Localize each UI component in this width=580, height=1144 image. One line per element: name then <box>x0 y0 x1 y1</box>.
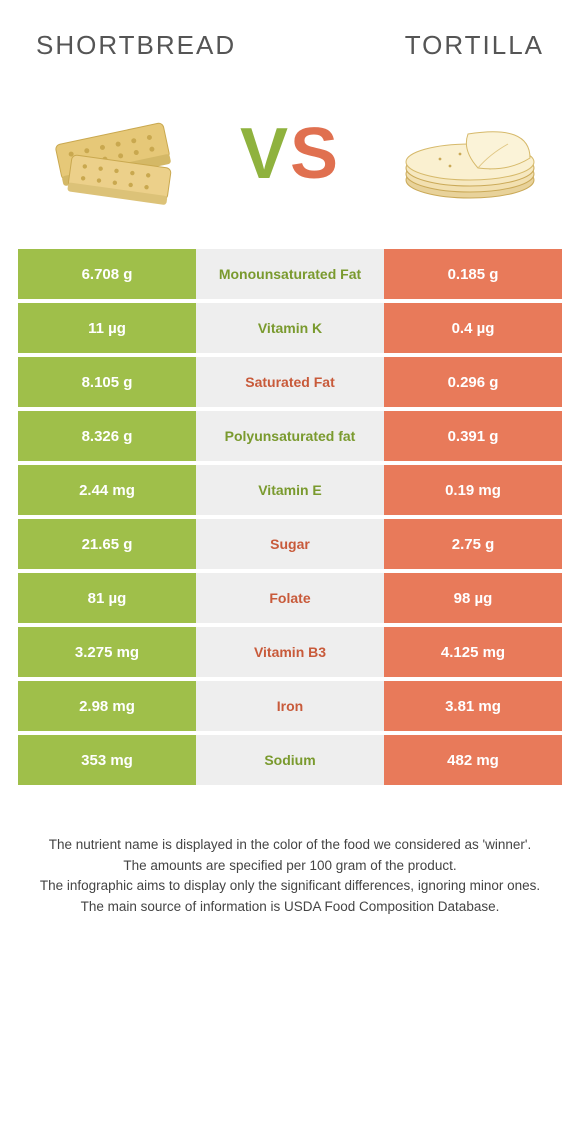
left-value-cell: 81 µg <box>18 573 196 623</box>
images-row: VS <box>0 79 580 249</box>
table-row: 6.708 gMonounsaturated Fat0.185 g <box>18 249 562 299</box>
table-row: 353 mgSodium482 mg <box>18 735 562 785</box>
vs-v: V <box>240 113 290 195</box>
right-value-cell: 2.75 g <box>384 519 562 569</box>
left-value-cell: 2.98 mg <box>18 681 196 731</box>
nutrient-label: Vitamin E <box>196 465 384 515</box>
nutrient-label: Saturated Fat <box>196 357 384 407</box>
right-value-cell: 3.81 mg <box>384 681 562 731</box>
right-value-cell: 98 µg <box>384 573 562 623</box>
tortilla-image <box>390 89 550 219</box>
left-value-cell: 8.105 g <box>18 357 196 407</box>
left-value-cell: 353 mg <box>18 735 196 785</box>
right-value-cell: 0.19 mg <box>384 465 562 515</box>
left-food-title: SHORTBREAD <box>36 30 236 61</box>
nutrient-label: Polyunsaturated fat <box>196 411 384 461</box>
footer-line-4: The main source of information is USDA F… <box>30 897 550 917</box>
right-food-title: TORTILLA <box>405 30 544 61</box>
nutrient-label: Vitamin B3 <box>196 627 384 677</box>
right-value-cell: 0.4 µg <box>384 303 562 353</box>
vs-label: VS <box>240 113 340 195</box>
table-row: 2.98 mgIron3.81 mg <box>18 681 562 731</box>
right-value-cell: 0.296 g <box>384 357 562 407</box>
header: SHORTBREAD TORTILLA <box>0 0 580 79</box>
table-row: 11 µgVitamin K0.4 µg <box>18 303 562 353</box>
nutrient-label: Folate <box>196 573 384 623</box>
right-value-cell: 482 mg <box>384 735 562 785</box>
footer-line-2: The amounts are specified per 100 gram o… <box>30 856 550 876</box>
vs-s: S <box>290 113 340 195</box>
table-row: 8.105 gSaturated Fat0.296 g <box>18 357 562 407</box>
left-value-cell: 6.708 g <box>18 249 196 299</box>
comparison-table: 6.708 gMonounsaturated Fat0.185 g11 µgVi… <box>0 249 580 785</box>
left-value-cell: 3.275 mg <box>18 627 196 677</box>
nutrient-label: Sodium <box>196 735 384 785</box>
left-value-cell: 2.44 mg <box>18 465 196 515</box>
table-row: 8.326 gPolyunsaturated fat0.391 g <box>18 411 562 461</box>
footer-line-3: The infographic aims to display only the… <box>30 876 550 896</box>
nutrient-label: Monounsaturated Fat <box>196 249 384 299</box>
footer-line-1: The nutrient name is displayed in the co… <box>30 835 550 855</box>
nutrient-label: Iron <box>196 681 384 731</box>
shortbread-image <box>30 89 190 219</box>
table-row: 3.275 mgVitamin B34.125 mg <box>18 627 562 677</box>
left-value-cell: 8.326 g <box>18 411 196 461</box>
right-value-cell: 0.391 g <box>384 411 562 461</box>
left-value-cell: 21.65 g <box>18 519 196 569</box>
table-row: 21.65 gSugar2.75 g <box>18 519 562 569</box>
left-value-cell: 11 µg <box>18 303 196 353</box>
table-row: 81 µgFolate98 µg <box>18 573 562 623</box>
nutrient-label: Vitamin K <box>196 303 384 353</box>
right-value-cell: 4.125 mg <box>384 627 562 677</box>
footer-notes: The nutrient name is displayed in the co… <box>0 789 580 916</box>
nutrient-label: Sugar <box>196 519 384 569</box>
right-value-cell: 0.185 g <box>384 249 562 299</box>
table-row: 2.44 mgVitamin E0.19 mg <box>18 465 562 515</box>
